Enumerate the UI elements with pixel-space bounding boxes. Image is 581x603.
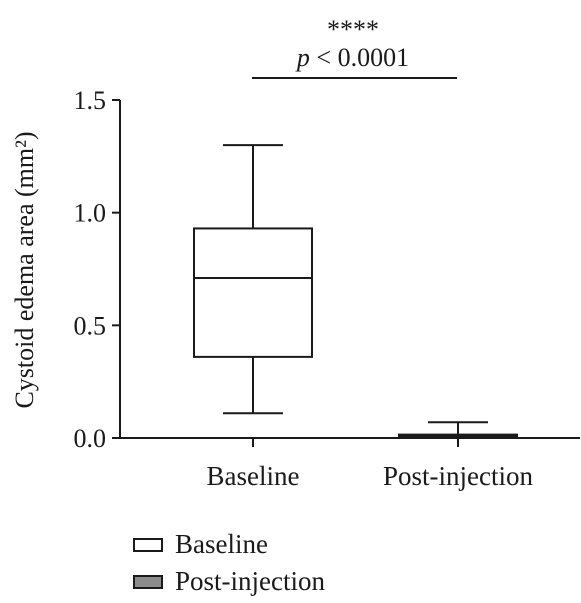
y-tick-label: 0.0 (74, 424, 107, 453)
legend: Baseline Post-injection (133, 526, 325, 600)
y-tick-label: 1.5 (74, 86, 107, 115)
box-post-injection (398, 421, 518, 439)
y-tick-label: 0.5 (74, 311, 107, 340)
legend-label-baseline: Baseline (175, 529, 268, 559)
p-threshold: < 0.0001 (310, 43, 409, 72)
significance-annotation: **** p < 0.0001 (252, 15, 457, 79)
x-tick-label: Baseline (207, 461, 300, 491)
legend-swatch-baseline (133, 537, 163, 552)
significance-stars: **** (327, 15, 379, 44)
legend-item-post-injection: Post-injection (133, 563, 325, 600)
x-tick-label: Post-injection (383, 461, 533, 491)
y-tick-label: 1.0 (74, 199, 107, 228)
p-value-label: p < 0.0001 (295, 43, 409, 72)
p-symbol: p (295, 43, 310, 72)
axes: 0.0 0.5 1.0 1.5 Baseline Post-injection (74, 86, 580, 491)
boxes (193, 144, 518, 439)
iqr-box (193, 227, 313, 358)
legend-swatch-post-injection (133, 574, 163, 589)
y-axis-label: Cystoid edema area (mm²) (10, 131, 39, 408)
legend-label-post-injection: Post-injection (175, 566, 325, 596)
box-baseline (193, 144, 313, 415)
legend-item-baseline: Baseline (133, 526, 325, 563)
